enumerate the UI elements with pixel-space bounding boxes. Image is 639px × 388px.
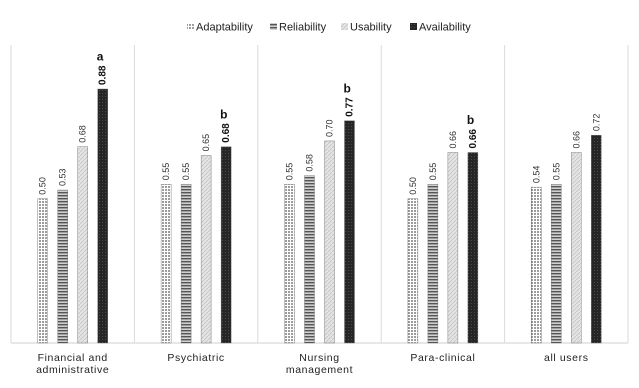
bar-adaptability [531,186,542,344]
category-label: Para-clinical [410,352,475,364]
data-label: 0.55 [551,163,561,181]
legend-entry-usability: Usability [341,22,392,34]
significance-letter: b [467,113,474,127]
data-label: 0.55 [161,163,171,181]
data-label: 0.72 [591,114,601,132]
bar-usability [200,155,212,344]
legend-label: Adaptability [196,22,253,34]
bar-reliability [180,184,192,344]
data-label: 0.77 [345,97,356,117]
bar-availability [467,152,479,344]
legend-swatch [187,23,194,30]
bar-availability [591,134,602,344]
data-label: 0.55 [428,163,438,181]
chart-frame [10,45,629,344]
legend-swatch [341,23,348,30]
category-label: Financial and administrative [36,352,109,376]
bar-usability [571,152,582,344]
data-label: 0.55 [181,163,191,181]
data-label: 0.68 [221,123,232,143]
legend-swatch [410,23,417,30]
category-label: Psychiatric [167,352,224,364]
data-label: 0.66 [571,131,581,149]
data-label: 0.54 [531,166,541,184]
bar-adaptability [37,198,48,344]
bar-availability [220,146,232,344]
bar-availability [97,88,108,344]
bar-usability [77,146,88,344]
data-label: 0.58 [305,154,315,172]
data-label: 0.70 [325,119,335,137]
significance-letter: b [220,107,227,121]
bars [37,88,602,344]
legend-entry-reliability: Reliability [270,22,327,34]
data-label: 0.50 [38,177,48,195]
data-label: 0.68 [78,125,88,143]
legend-swatch [270,23,277,30]
bar-reliability [551,184,562,344]
bar-reliability [57,189,68,344]
bar-adaptability [160,184,172,344]
data-label: 0.55 [285,163,295,181]
bar-availability [344,120,355,344]
bar-usability [324,140,335,344]
data-label: 0.88 [98,65,109,85]
category-label: all users [544,352,589,364]
legend-entry-adaptability: Adaptability [187,22,253,34]
bar-reliability [304,175,315,344]
data-label: 0.66 [468,129,479,149]
legend-label: Reliability [279,22,327,34]
legend-label: Usability [350,22,392,34]
category-labels: Financial and administrative Psychiatric Nu… [36,352,588,376]
data-label: 0.53 [58,168,68,186]
bar-reliability [427,184,439,344]
value-labels: 0.50 0.53 0.68 0.88a 0.55 0.55 0.65 0.68 b 0.55 0.… [38,50,602,195]
legend-entry-availability: Availability [410,22,471,34]
bar-usability [447,152,459,344]
data-label: 0.65 [201,134,211,152]
bar-adaptability [407,198,419,344]
legend: Adaptability Reliability Usability Availabi… [187,22,471,34]
legend-label: Availability [419,22,471,34]
significance-letter: b [344,81,351,95]
significance-letter: a [97,50,104,64]
data-label: 0.50 [408,177,418,195]
bar-adaptability [284,184,295,344]
data-label: 0.66 [448,131,458,149]
category-label: Nursing management [286,352,353,376]
